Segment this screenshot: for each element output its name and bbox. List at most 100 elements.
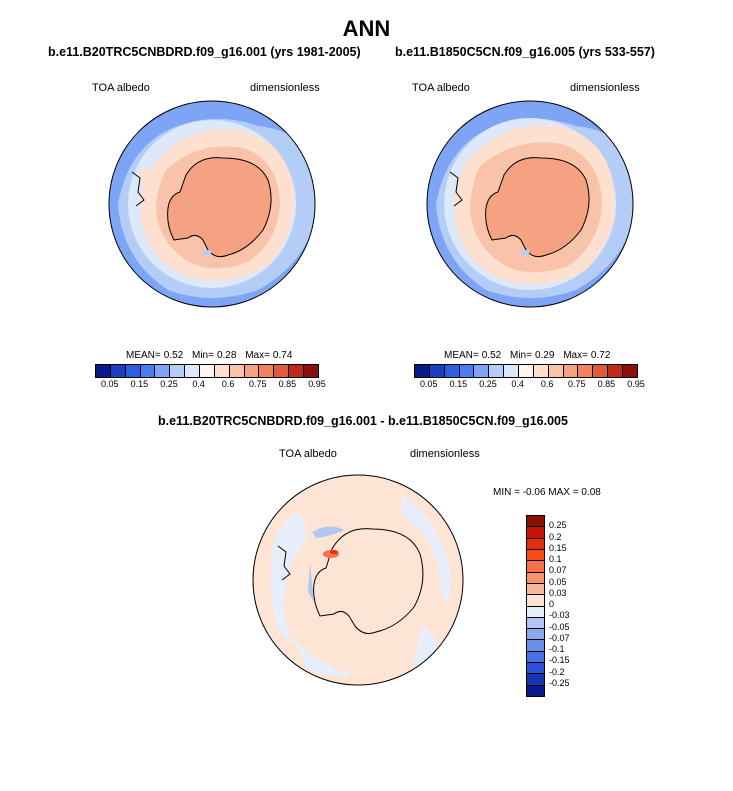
colorbar-tick-label: 0.6 — [540, 379, 554, 389]
colorbar-tick-label: 0.85 — [597, 379, 616, 389]
panel-2-min-value: 0.29 — [534, 350, 555, 361]
difference-colorbar-swatch — [527, 674, 544, 686]
panel-1-variable-label: TOA albedo — [92, 82, 150, 94]
difference-case-title: b.e11.B20TRC5CNBDRD.f09_g16.001 - b.e11.… — [158, 414, 568, 428]
panel-1-stats: MEAN= 0.52 Min= 0.28 Max= 0.74 — [126, 350, 298, 361]
difference-colorbar-tick-label: -0.05 — [549, 621, 570, 632]
colorbar-tick-label: 0.4 — [511, 379, 524, 389]
colorbar-tick-label: 0.4 — [192, 379, 205, 389]
colorbar-tick-label: 0.05 — [101, 379, 119, 389]
difference-colorbar-tick-label: 0.05 — [549, 576, 567, 587]
panel-2-colorbar-swatch — [578, 365, 594, 377]
colorbar-tick-label: 0.15 — [130, 379, 149, 389]
panel-1-max-value: 0.74 — [272, 350, 293, 361]
panel-1-units-label: dimensionless — [250, 82, 320, 94]
difference-colorbar-tick-label: 0.1 — [549, 554, 562, 564]
difference-colorbar-swatch — [527, 538, 544, 550]
panel-2-colorbar-swatch — [623, 365, 637, 377]
panel-1-colorbar-swatch — [110, 365, 126, 377]
panel-1-antarctica-outline — [167, 157, 272, 258]
panel-2-colorbar-swatch — [444, 365, 460, 377]
difference-min-max: MIN = -0.06 MAX = 0.08 — [493, 487, 601, 498]
panel-1-colorbar-swatch — [125, 365, 141, 377]
difference-colorbar-swatch — [527, 640, 544, 652]
colorbar-tick-label: 0.75 — [568, 379, 586, 389]
panel-2-colorbar-swatch — [563, 365, 579, 377]
difference-colorbar-swatch — [527, 561, 544, 573]
difference-colorbar-tick-label: 0.25 — [549, 520, 567, 531]
difference-colorbar-swatch — [527, 617, 544, 630]
difference-colorbar-swatch — [527, 516, 544, 528]
panel-2-mean-label: MEAN= — [444, 350, 479, 361]
difference-colorbar-tick-label: -0.03 — [549, 610, 570, 621]
difference-colorbar-tick-label: 0.2 — [549, 531, 562, 542]
panel-2-colorbar-swatch — [608, 365, 624, 377]
panel-2-colorbar-swatch — [519, 365, 534, 377]
panel-1-colorbar-swatch — [214, 365, 230, 377]
difference-antarctica-outline — [313, 528, 424, 634]
difference-colorbar-tick-label: -0.25 — [549, 677, 570, 688]
panel-1-mean-value: 0.52 — [163, 350, 184, 361]
panel-2-colorbar-swatch — [593, 365, 609, 377]
panel-1-max-label: Max= — [245, 350, 270, 361]
panel-2-antarctica-outline — [485, 157, 590, 258]
panel-2-colorbar-swatch — [415, 365, 430, 377]
panel-2-units-label: dimensionless — [570, 82, 640, 94]
difference-colorbar-ticks: 0.25 0.2 0.15 0.1 0.07 0.05 0.03 0 -0.03 -0.05 -0.… — [549, 515, 589, 695]
colorbar-tick-label: 0.05 — [420, 379, 438, 389]
difference-variable-label: TOA albedo — [279, 448, 337, 460]
panel-1-polar-map — [108, 100, 316, 308]
panel-1-peninsula — [138, 166, 156, 210]
difference-colorbar — [526, 515, 545, 697]
panel-1-colorbar-swatch — [96, 365, 111, 377]
panel-1-min-value: 0.28 — [216, 350, 237, 361]
colorbar-tick-label: 0.95 — [308, 379, 326, 389]
panel-1-mean-label: MEAN= — [126, 350, 161, 361]
panel-1-colorbar-swatch — [229, 365, 245, 377]
panel-2-max-value: 0.72 — [590, 350, 611, 361]
difference-colorbar-tick-label: 0.15 — [549, 542, 567, 553]
panel-1-colorbar-swatch — [289, 365, 305, 377]
difference-colorbar-swatch — [527, 595, 544, 607]
difference-colorbar-swatch — [527, 549, 544, 562]
difference-units-label: dimensionless — [410, 448, 480, 460]
difference-colorbar-tick-label: -0.1 — [549, 644, 565, 654]
panel-1-colorbar-ticks: 0.05 0.15 0.25 0.4 0.6 0.75 0.85 0.95 — [95, 379, 326, 393]
panel-1-colorbar-swatch — [140, 365, 156, 377]
colorbar-tick-label: 0.25 — [160, 379, 178, 389]
difference-colorbar-tick-label: -0.2 — [549, 666, 565, 677]
difference-colorbar-swatch — [527, 527, 544, 539]
panel-1-colorbar-swatch — [155, 365, 171, 377]
panel-2-polar-map — [426, 100, 634, 308]
panel-1-colorbar-swatch — [259, 365, 275, 377]
panel-1-colorbar-swatch — [244, 365, 260, 377]
difference-colorbar-tick-label: 0.07 — [549, 565, 567, 576]
panel-2-min-label: Min= — [509, 350, 532, 361]
colorbar-tick-label: 0.6 — [221, 379, 235, 389]
colorbar-tick-label: 0.15 — [449, 379, 468, 389]
colorbar-tick-label: 0.25 — [479, 379, 497, 389]
difference-colorbar-tick-label: -0.15 — [549, 655, 570, 666]
panel-2-colorbar-swatch — [548, 365, 564, 377]
difference-colorbar-tick-label: 0.03 — [549, 587, 567, 598]
panel-1-min-label: Min= — [191, 350, 214, 361]
difference-colorbar-swatch — [527, 572, 544, 584]
colorbar-tick-label: 0.95 — [627, 379, 645, 389]
difference-colorbar-tick-label: -0.07 — [549, 632, 570, 643]
panel-2-mean-value: 0.52 — [481, 350, 502, 361]
difference-colorbar-swatch — [527, 685, 544, 696]
figure-title: ANN — [342, 16, 391, 41]
colorbar-tick-label: 0.85 — [278, 379, 297, 389]
difference-polar-map — [252, 474, 464, 686]
difference-colorbar-tick-label: 0 — [549, 599, 555, 609]
difference-colorbar-swatch — [527, 629, 544, 641]
panel-2-case-title: b.e11.B1850C5CN.f09_g16.005 (yrs 533-557… — [395, 45, 655, 59]
panel-1-colorbar-swatch — [274, 365, 290, 377]
difference-colorbar-swatch — [527, 583, 544, 596]
colorbar-tick-label: 0.75 — [249, 379, 267, 389]
panel-1-colorbar-swatch — [304, 365, 318, 377]
panel-2-colorbar-swatch — [429, 365, 445, 377]
panel-2-colorbar-swatch — [489, 365, 505, 377]
panel-2-colorbar-swatch — [459, 365, 475, 377]
panel-2-colorbar-swatch — [504, 365, 520, 377]
